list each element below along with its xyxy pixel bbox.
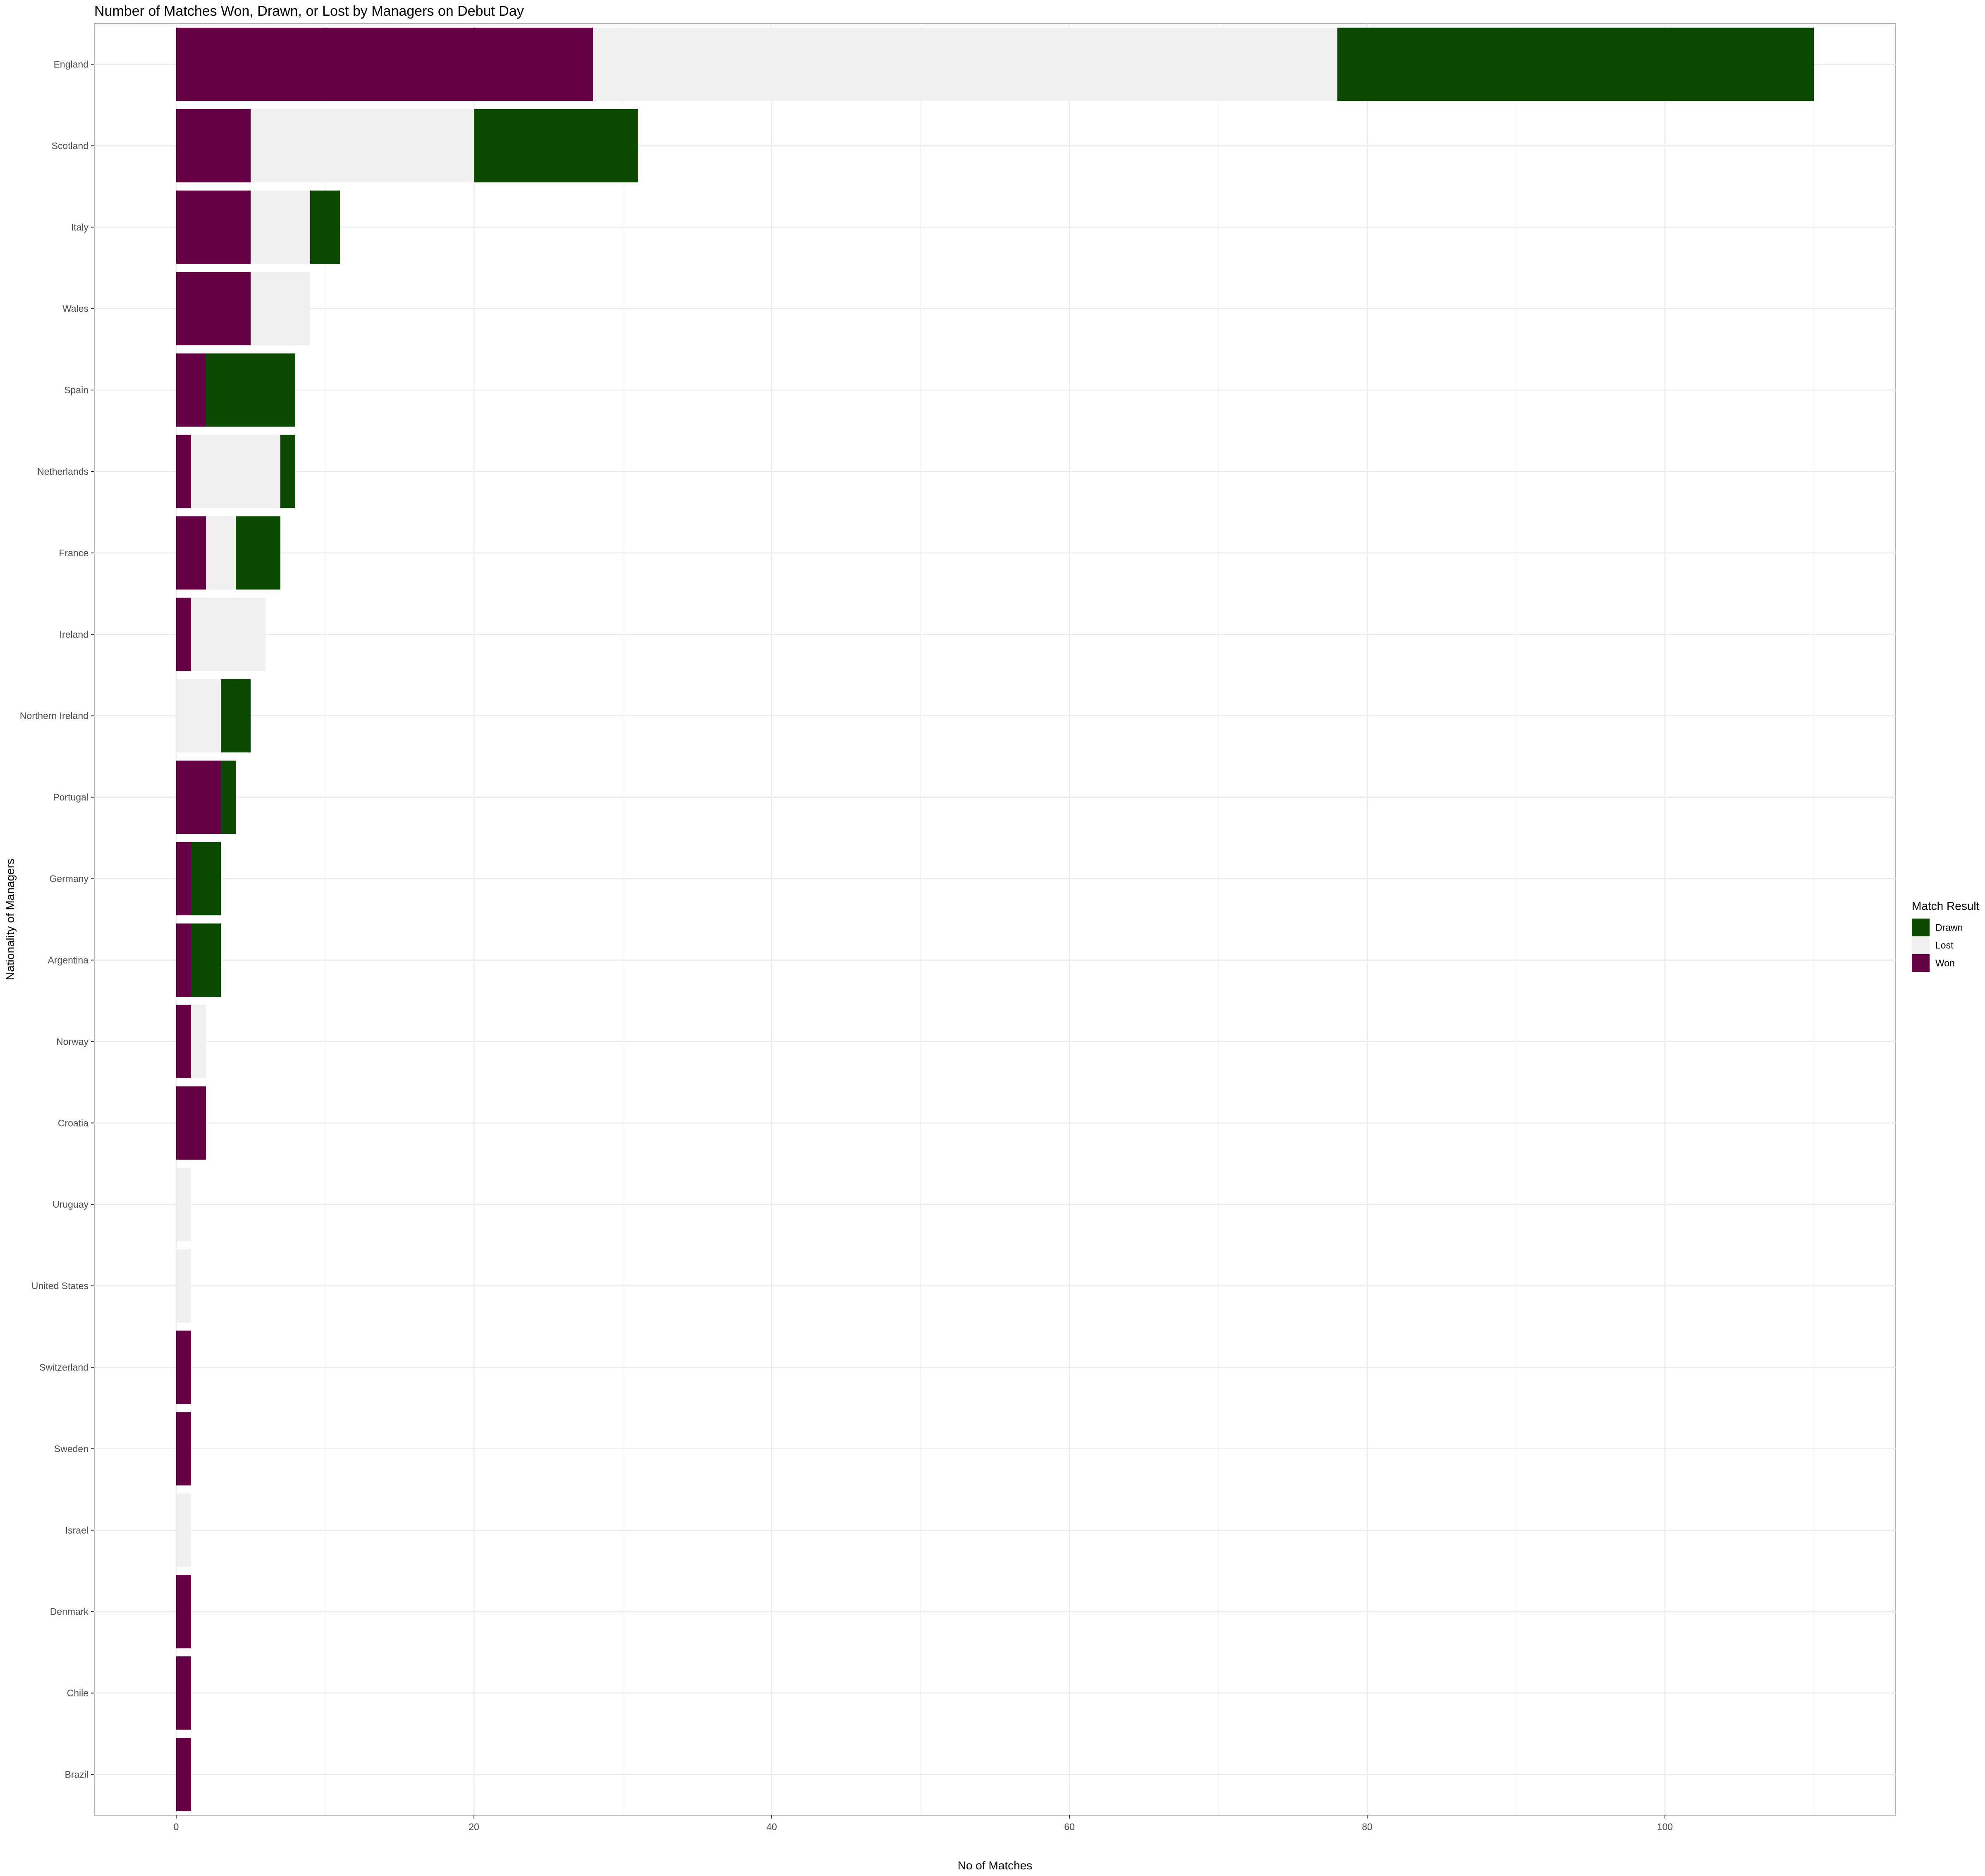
y-tick-labels: England Scotland Italy Wales Spain Netherland… — [20, 59, 94, 1780]
bar-drawn-spain — [206, 353, 295, 427]
y-axis-title: Nationality of Managers — [4, 859, 17, 980]
bar-won-denmark — [176, 1575, 191, 1649]
plot-panel — [94, 23, 1896, 1816]
bar-drawn-argentina — [191, 923, 221, 997]
bar-won-ireland — [176, 598, 191, 671]
y-tick-label: Chile — [67, 1688, 88, 1699]
bar-drawn-france — [236, 516, 280, 590]
y-tick-label: Scotland — [51, 140, 88, 151]
bar-won-france — [176, 516, 206, 590]
x-tick-label: 60 — [1064, 1821, 1075, 1832]
y-tick-label: Portugal — [53, 792, 88, 803]
bar-won-brazil — [176, 1737, 191, 1811]
legend-label-drawn: Drawn — [1935, 922, 1963, 933]
bar-lost-norway — [191, 1005, 206, 1078]
y-tick-label: Switzerland — [39, 1362, 88, 1373]
bars — [176, 27, 1814, 1811]
legend: Match Result Drawn Lost Won — [1912, 900, 1980, 972]
chart-title: Number of Matches Won, Drawn, or Lost by… — [94, 3, 524, 19]
legend-key-drawn — [1912, 919, 1930, 936]
y-tick-label: United States — [31, 1280, 88, 1291]
bar-lost-united-states — [176, 1249, 191, 1323]
bar-lost-northern-ireland — [176, 679, 221, 753]
bar-drawn-netherlands — [280, 435, 295, 508]
y-tick-label: Germany — [49, 873, 88, 884]
y-tick-label: Northern Ireland — [20, 711, 88, 721]
bar-won-wales — [176, 272, 251, 345]
y-tick-label: Brazil — [65, 1769, 88, 1780]
x-tick-label: 100 — [1657, 1821, 1673, 1832]
legend-key-won — [1912, 954, 1930, 972]
y-tick-label: Uruguay — [53, 1199, 88, 1210]
bar-won-croatia — [176, 1086, 206, 1160]
y-tick-label: Wales — [62, 303, 88, 314]
bar-drawn-italy — [310, 190, 340, 264]
y-tick-label: Norway — [56, 1036, 88, 1047]
bar-lost-israel — [176, 1493, 191, 1567]
y-tick-label: Israel — [65, 1525, 88, 1536]
bar-won-italy — [176, 190, 251, 264]
legend-label-won: Won — [1935, 958, 1955, 969]
legend-label-lost: Lost — [1935, 940, 1954, 951]
y-tick-label: England — [54, 59, 88, 69]
bar-won-chile — [176, 1656, 191, 1730]
bar-drawn-germany — [191, 842, 221, 916]
bar-won-switzerland — [176, 1330, 191, 1404]
bar-won-sweden — [176, 1412, 191, 1486]
y-tick-label: Sweden — [54, 1443, 88, 1454]
y-tick-label: Denmark — [50, 1606, 89, 1617]
bar-drawn-england — [1337, 27, 1814, 101]
y-tick-label: Italy — [71, 222, 89, 232]
x-axis-title: No of Matches — [958, 1859, 1033, 1872]
bar-won-germany — [176, 842, 191, 916]
bar-drawn-northern-ireland — [221, 679, 251, 753]
bar-won-portugal — [176, 761, 221, 834]
y-tick-label: Croatia — [58, 1117, 88, 1128]
legend-title: Match Result — [1912, 900, 1980, 912]
y-tick-label: Spain — [64, 385, 88, 395]
bar-lost-scotland — [251, 109, 474, 182]
bar-won-scotland — [176, 109, 251, 182]
bar-won-norway — [176, 1005, 191, 1078]
bar-won-argentina — [176, 923, 191, 997]
bar-lost-uruguay — [176, 1168, 191, 1241]
bar-drawn-portugal — [221, 761, 236, 834]
x-tick-label: 20 — [469, 1821, 479, 1832]
bar-drawn-scotland — [474, 109, 638, 182]
bar-lost-italy — [251, 190, 310, 264]
bar-won-spain — [176, 353, 206, 427]
y-tick-label: France — [59, 548, 88, 558]
x-tick-label: 40 — [766, 1821, 777, 1832]
y-tick-label: Argentina — [48, 955, 89, 965]
x-tick-label: 0 — [174, 1821, 179, 1832]
bar-won-england — [176, 27, 593, 101]
bar-won-netherlands — [176, 435, 191, 508]
bar-lost-ireland — [191, 598, 265, 671]
x-tick-label: 80 — [1362, 1821, 1373, 1832]
legend-key-lost — [1912, 936, 1930, 954]
y-tick-label: Netherlands — [37, 466, 88, 477]
bar-lost-france — [206, 516, 236, 590]
x-tick-labels: 0 20 40 60 80 100 — [174, 1815, 1673, 1832]
bar-lost-wales — [251, 272, 310, 345]
bar-lost-england — [593, 27, 1337, 101]
bar-lost-netherlands — [191, 435, 280, 508]
y-tick-label: Ireland — [60, 629, 88, 640]
